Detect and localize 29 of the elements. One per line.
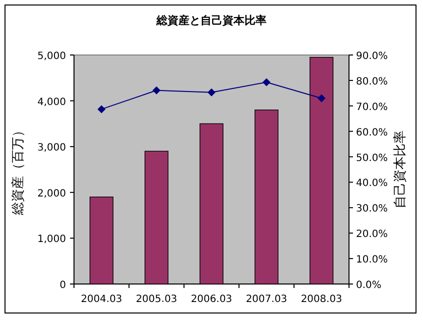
x-tick-label: 2004.03 (80, 294, 122, 305)
y2-tick-label: 60.0% (356, 127, 388, 138)
y2-tick-label: 0.0% (356, 280, 382, 291)
y-tick-label: 4,000 (37, 96, 66, 108)
y2-axis-title: 自己資本比率 (392, 130, 408, 208)
point (318, 94, 326, 102)
y2-tick-label: 50.0% (356, 152, 388, 164)
y2-tick-label: 10.0% (356, 254, 388, 266)
y2-tick-label: 20.0% (356, 229, 388, 240)
y2-tick-label: 90.0% (356, 51, 388, 62)
point (262, 78, 270, 86)
chart-title: 総資産と自己資本比率 (156, 14, 266, 27)
x-tick-label: 2006.03 (190, 294, 232, 305)
y-axis-title: 総資産（百万） (10, 124, 26, 216)
point (152, 86, 160, 94)
y-tick-label: 0 (60, 280, 66, 291)
x-tick-label: 2007.03 (246, 294, 288, 305)
x-tick-label: 2008.03 (300, 294, 342, 305)
y2-tick-label: 70.0% (356, 102, 388, 113)
point (98, 105, 106, 114)
y-tick-label: 3,000 (37, 142, 66, 154)
x-tick-label: 2005.03 (136, 294, 178, 305)
y-tick-label: 1,000 (37, 234, 66, 246)
y2-tick-label: 30.0% (356, 204, 388, 215)
y2-tick-label: 40.0% (356, 178, 388, 190)
y2-tick-label: 80.0% (356, 76, 388, 88)
point (208, 88, 216, 96)
y-tick-label: 2,000 (37, 188, 66, 200)
y-tick-label: 5,000 (37, 51, 66, 62)
